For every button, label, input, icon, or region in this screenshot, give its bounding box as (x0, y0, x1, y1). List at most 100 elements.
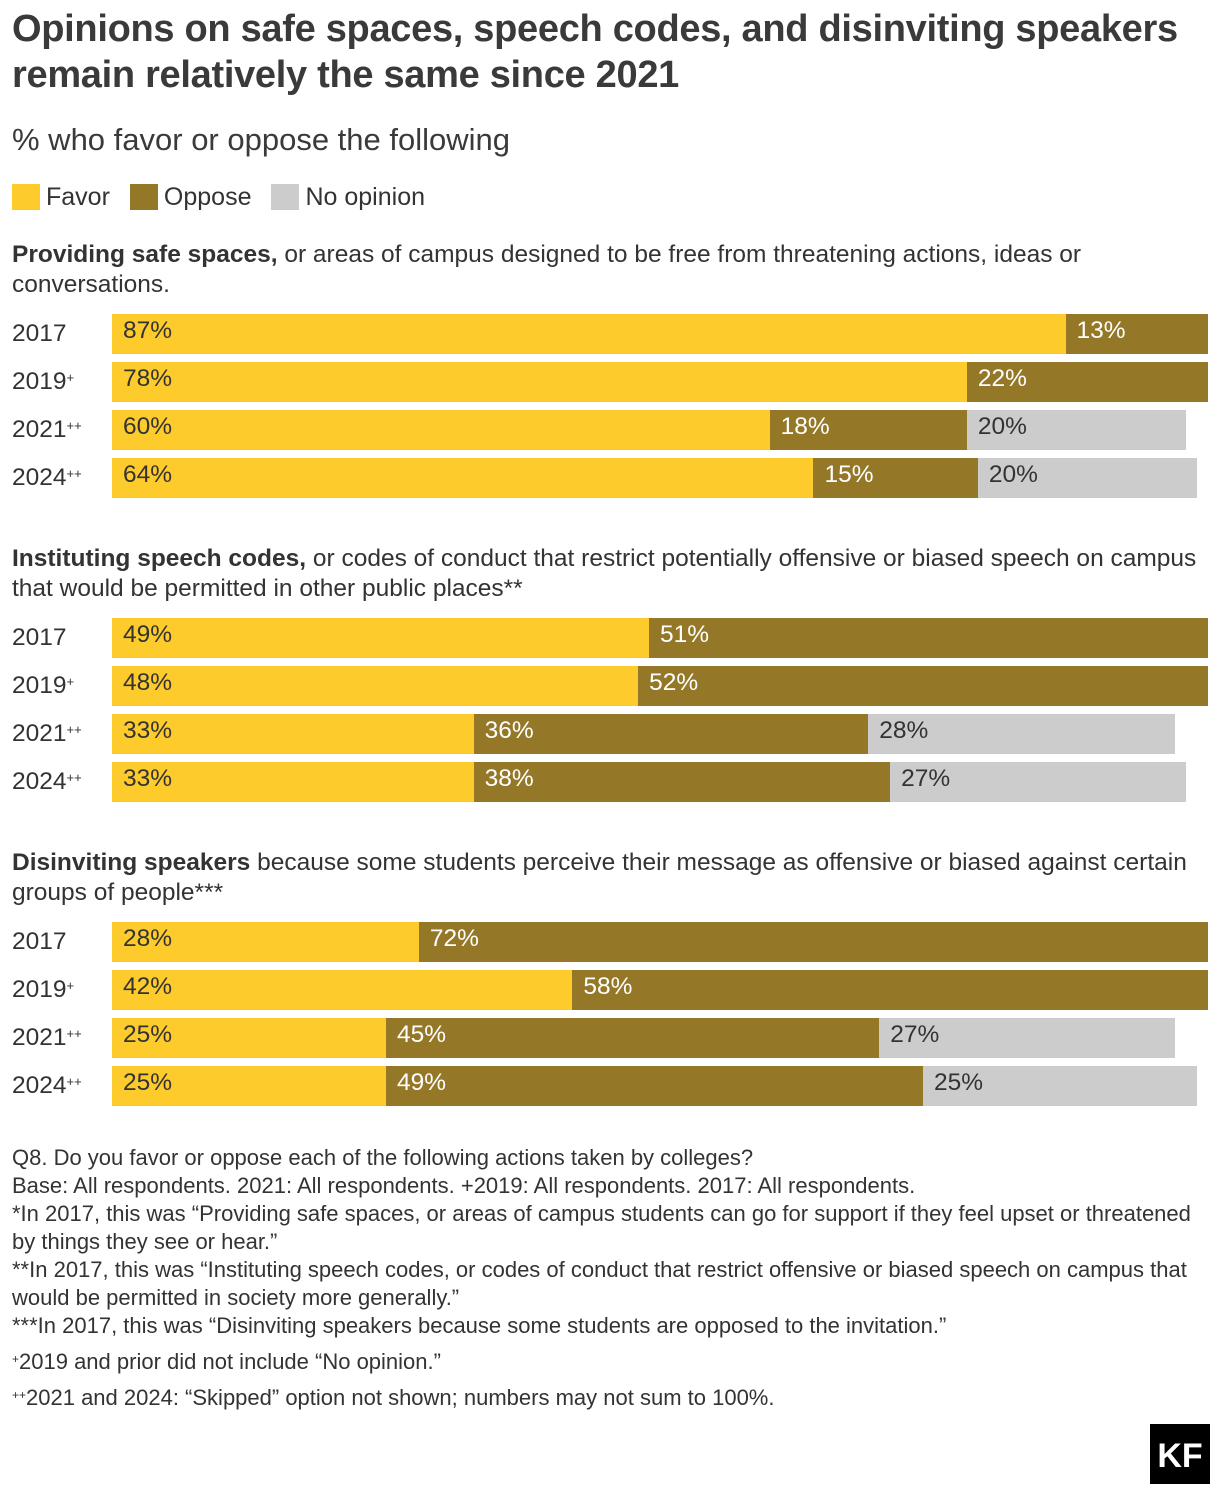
legend-label-oppose: Oppose (163, 182, 252, 211)
chart-subtitle: % who favor or oppose the following (12, 122, 511, 157)
bar-favor: 28% (112, 922, 419, 962)
bar-favor: 48% (112, 666, 639, 706)
bar-oppose: 58% (572, 970, 1208, 1010)
bar-value-label: 87% (123, 317, 173, 344)
bar-oppose: 45% (386, 1018, 880, 1058)
bar-oppose: 22% (966, 362, 1208, 402)
bar-oppose: 13% (1065, 314, 1208, 354)
panel-question-bold: Providing safe spaces, (12, 241, 278, 268)
bar-value-label: 28% (879, 717, 929, 744)
year-text: 2024 (12, 768, 67, 795)
year-text: 2021 (12, 1024, 67, 1051)
footnote-mark: + (12, 1352, 20, 1366)
bar-value-label: 20% (977, 413, 1027, 440)
bar-value-label: 27% (901, 765, 951, 792)
year-text: 2021 (12, 720, 67, 747)
year-mark: + (66, 978, 75, 993)
year-label: 2021++ (12, 714, 107, 754)
year-mark: ++ (66, 770, 82, 785)
bar-value-label: 49% (397, 1069, 447, 1096)
bar-value-label: 52% (649, 669, 699, 696)
bar-value-label: 20% (988, 461, 1038, 488)
kf-logo-mark: KF (1157, 1437, 1202, 1475)
bar-value-label: 27% (890, 1021, 940, 1048)
bar-value-label: 22% (977, 365, 1027, 392)
footnote-base: Base: All respondents. 2021: All respond… (12, 1173, 916, 1198)
footnote-no-opinion: +2019 and prior did not include “No opin… (12, 1348, 1212, 1376)
legend-label-favor: Favor (46, 182, 110, 211)
year-label: 2024++ (12, 458, 107, 498)
bar-value-label: 64% (123, 461, 173, 488)
bar-oppose: 15% (813, 458, 978, 498)
bar-value-label: 15% (824, 461, 874, 488)
year-text: 2017 (12, 624, 67, 651)
legend-swatch-oppose (129, 184, 158, 210)
year-mark: + (66, 674, 75, 689)
year-mark: ++ (66, 1026, 82, 1041)
legend-swatch-no-opinion (271, 184, 300, 210)
footnote-safe-spaces: *In 2017, this was “Providing safe space… (12, 1201, 1191, 1254)
panel-question: Instituting speech codes, or codes of co… (12, 544, 1212, 604)
bar-value-label: 60% (123, 413, 173, 440)
panel-question-bold: Disinviting speakers (12, 849, 251, 876)
panel-question: Providing safe spaces, or areas of campu… (12, 240, 1212, 300)
year-mark: ++ (66, 418, 82, 433)
year-text: 2019 (12, 672, 67, 699)
bar-oppose: 18% (769, 410, 967, 450)
bar-favor: 42% (112, 970, 573, 1010)
bar-oppose: 52% (638, 666, 1208, 706)
legend-swatch-favor (12, 184, 40, 210)
chart-title: Opinions on safe spaces, speech codes, a… (12, 8, 1178, 96)
kf-logo: KF (1150, 1424, 1210, 1484)
bar-value-label: 38% (484, 765, 534, 792)
bar-oppose: 38% (473, 762, 891, 802)
bar-value-label: 49% (123, 621, 173, 648)
year-text: 2024 (12, 464, 67, 491)
legend: Favor Oppose No opinion (12, 180, 445, 214)
legend-item-no-opinion: No opinion (271, 183, 425, 212)
bar-favor: 33% (112, 714, 474, 754)
panel-question-text: or areas of campus designed to be free f… (12, 241, 1082, 298)
year-label: 2017 (12, 618, 107, 658)
bar-value-label: 13% (1076, 317, 1126, 344)
bar-oppose: 51% (649, 618, 1208, 658)
bar-value-label: 18% (780, 413, 830, 440)
kf-logo-text: KF (1157, 1437, 1202, 1475)
year-label: 2017 (12, 314, 107, 354)
year-mark: ++ (66, 1074, 82, 1089)
year-text: 2019 (12, 368, 67, 395)
year-text: 2017 (12, 928, 67, 955)
year-text: 2024 (12, 1072, 67, 1099)
year-label: 2021++ (12, 410, 107, 450)
bar-value-label: 72% (429, 925, 479, 952)
bar-oppose: 72% (418, 922, 1208, 962)
panel-question-bold: Instituting speech codes, (12, 545, 307, 572)
bar-value-label: 25% (123, 1021, 173, 1048)
bar-value-label: 36% (484, 717, 534, 744)
year-mark: + (66, 370, 75, 385)
bar-value-label: 33% (123, 717, 173, 744)
bar-value-label: 51% (660, 621, 710, 648)
bar-value-label: 25% (934, 1069, 984, 1096)
footnote-skipped: ++2021 and 2024: “Skipped” option not sh… (12, 1384, 1212, 1412)
footnote-speech-codes: **In 2017, this was “Instituting speech … (12, 1257, 1187, 1310)
bar-favor: 25% (112, 1018, 386, 1058)
bar-no-opinion: 20% (977, 458, 1198, 498)
year-text: 2017 (12, 320, 67, 347)
year-label: 2021++ (12, 1018, 107, 1058)
panel-question-text: because some students perceive their mes… (12, 849, 1187, 906)
bar-no-opinion: 27% (890, 762, 1187, 802)
bar-value-label: 28% (123, 925, 173, 952)
year-label: 2017 (12, 922, 107, 962)
panel-question-text: or codes of conduct that restrict potent… (12, 545, 1197, 602)
year-text: 2021 (12, 416, 67, 443)
bar-no-opinion: 28% (868, 714, 1176, 754)
year-mark: ++ (66, 466, 82, 481)
year-label: 2019+ (12, 666, 107, 706)
year-label: 2019+ (12, 970, 107, 1010)
bar-favor: 87% (112, 314, 1066, 354)
bar-favor: 25% (112, 1066, 386, 1106)
bar-favor: 60% (112, 410, 770, 450)
bar-value-label: 58% (583, 973, 633, 1000)
bar-value-label: 48% (123, 669, 173, 696)
